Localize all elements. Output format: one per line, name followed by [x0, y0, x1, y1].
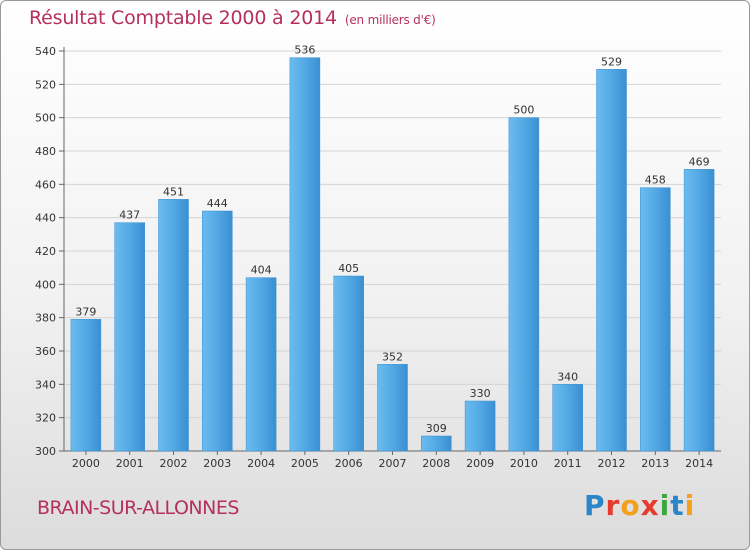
x-tick-label: 2009: [466, 457, 494, 470]
x-axis: 2000 2001 2002 2003 2004 2005 2006 2007 2008 2009…: [64, 450, 721, 470]
proxiti-logo: Proxiti: [584, 489, 695, 522]
bar: [70, 319, 102, 452]
x-tick-label: 2007: [379, 457, 407, 470]
commune-name: BRAIN-SUR-ALLONNES: [37, 497, 239, 519]
y-tick-label: 340: [35, 378, 56, 391]
x-tick-label: 2008: [422, 457, 450, 470]
x-tick-label: 2011: [554, 457, 582, 470]
data-label: 330: [470, 387, 491, 400]
bar: [552, 384, 583, 452]
x-tick-label: 2012: [598, 457, 626, 470]
y-tick-label: 460: [35, 178, 56, 191]
y-tick-label: 540: [35, 45, 56, 58]
data-label: 404: [251, 264, 272, 277]
y-axis: 300 320 340 360 380 400 420 440 460 480 500 520 540: [35, 45, 65, 458]
data-label: 340: [557, 370, 578, 383]
x-tick-label: 2001: [116, 457, 144, 470]
y-tick-label: 480: [35, 145, 56, 158]
data-label: 458: [645, 174, 666, 187]
data-label: 352: [382, 350, 403, 363]
x-tick-label: 2004: [247, 457, 275, 470]
y-tick-label: 500: [35, 112, 56, 125]
chart-title: Résultat Comptable 2000 à 2014 (en millie…: [29, 7, 436, 29]
chart-title-text: Résultat Comptable 2000 à 2014: [29, 7, 337, 29]
bar: [508, 117, 540, 452]
x-tick-label: 2000: [72, 457, 100, 470]
data-label: 405: [338, 262, 359, 275]
y-tick-label: 320: [35, 412, 56, 425]
logo-letter: t: [670, 489, 685, 522]
data-label: 529: [601, 55, 622, 68]
x-tick-label: 2002: [160, 457, 188, 470]
bar: [640, 187, 671, 452]
logo-letter: i: [684, 489, 696, 522]
data-label: 444: [207, 197, 228, 210]
data-label: 536: [294, 44, 315, 57]
bar: [596, 69, 627, 452]
x-tick-label: 2014: [685, 457, 713, 470]
bar-series: [70, 57, 715, 452]
data-label: 379: [75, 305, 96, 318]
bar: [683, 169, 715, 452]
logo-letter: r: [605, 489, 621, 522]
logo-letter: x: [640, 489, 660, 522]
data-label: 469: [689, 155, 710, 168]
bar: [289, 57, 321, 452]
y-tick-label: 520: [35, 78, 56, 91]
x-tick-label: 2003: [203, 457, 231, 470]
bar: [114, 222, 145, 452]
bar: [377, 364, 408, 452]
logo-letter: P: [584, 489, 606, 522]
data-label: 437: [119, 209, 140, 222]
x-tick-label: 2005: [291, 457, 319, 470]
y-tick-label: 400: [35, 278, 56, 291]
bar: [245, 277, 277, 452]
x-tick-label: 2006: [335, 457, 363, 470]
data-label: 451: [163, 185, 184, 198]
data-labels: 379 437 451 444 404 536 405 352 309 330 500 340 529 4…: [75, 44, 709, 435]
y-tick-label: 380: [35, 312, 56, 325]
y-tick-label: 440: [35, 212, 56, 225]
logo-letter: i: [659, 489, 671, 522]
chart-unit-label: (en milliers d'€): [344, 13, 436, 27]
bar: [158, 199, 189, 452]
y-tick-label: 360: [35, 345, 56, 358]
data-label: 309: [426, 422, 447, 435]
x-tick-label: 2013: [641, 457, 669, 470]
x-tick-label: 2010: [510, 457, 538, 470]
logo-letter: o: [620, 489, 641, 522]
data-label: 500: [513, 104, 534, 117]
bar: [202, 210, 233, 452]
bar: [464, 400, 496, 452]
bar: [333, 275, 364, 452]
y-tick-label: 300: [35, 445, 56, 458]
y-tick-label: 420: [35, 245, 56, 258]
bar: [421, 435, 452, 452]
